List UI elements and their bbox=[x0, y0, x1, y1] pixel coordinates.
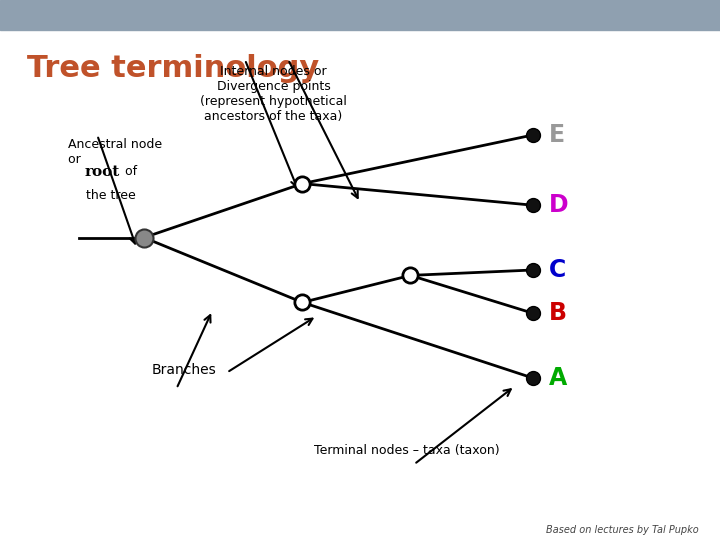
Text: Internal nodes or
Divergence points
(represent hypothetical
ancestors of the tax: Internal nodes or Divergence points (rep… bbox=[200, 65, 347, 123]
Bar bbox=[0, 0, 720, 30]
Text: B: B bbox=[549, 301, 567, 325]
Text: C: C bbox=[549, 258, 566, 282]
Text: Based on lectures by Tal Pupko: Based on lectures by Tal Pupko bbox=[546, 524, 698, 535]
Text: Ancestral node
or: Ancestral node or bbox=[68, 138, 163, 166]
Text: A: A bbox=[549, 366, 567, 390]
Text: Terminal nodes – taxa (taxon): Terminal nodes – taxa (taxon) bbox=[314, 444, 500, 457]
Text: E: E bbox=[549, 123, 564, 147]
Text: Tree terminology: Tree terminology bbox=[27, 54, 320, 83]
Text: D: D bbox=[549, 193, 568, 217]
Text: the tree: the tree bbox=[86, 189, 136, 202]
Text: Branches: Branches bbox=[151, 363, 216, 377]
Text: root: root bbox=[84, 165, 120, 179]
Text: of: of bbox=[121, 165, 137, 178]
